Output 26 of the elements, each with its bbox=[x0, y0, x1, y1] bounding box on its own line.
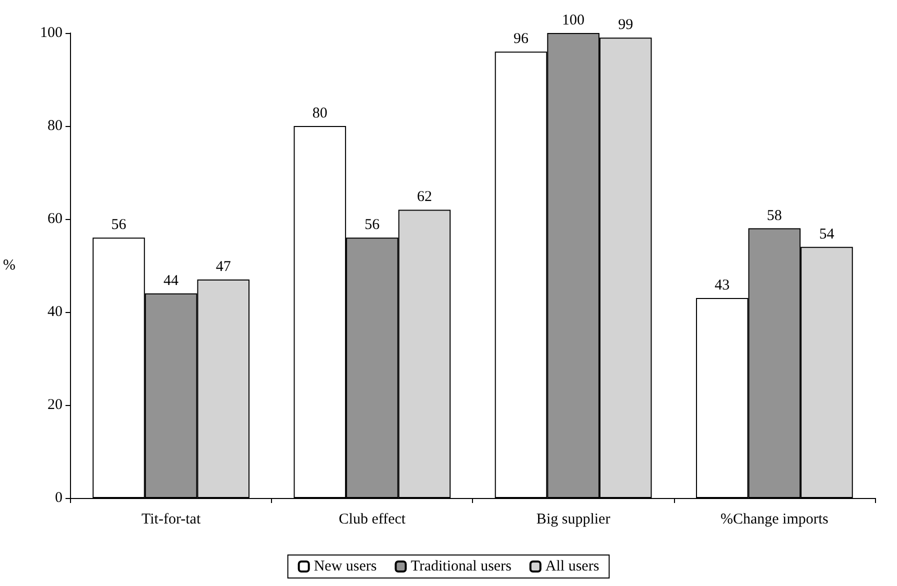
data-label: 80 bbox=[312, 106, 328, 122]
y-tick-label: 0 bbox=[54, 490, 62, 506]
data-label: 43 bbox=[714, 278, 730, 294]
y-tick-label: 40 bbox=[47, 304, 62, 320]
x-tick-label: Tit-for-tat bbox=[141, 512, 202, 528]
x-tick-label: Big supplier bbox=[536, 512, 610, 528]
legend-label: Traditional users bbox=[410, 558, 512, 574]
y-tick-label: 20 bbox=[47, 397, 62, 413]
data-label: 47 bbox=[216, 258, 232, 275]
data-label: 44 bbox=[164, 272, 180, 289]
data-label: 58 bbox=[766, 208, 782, 224]
y-tick-label: 80 bbox=[47, 118, 62, 134]
x-tick-label: Club effect bbox=[338, 512, 406, 528]
data-label: 62 bbox=[416, 189, 432, 206]
y-tick-label: 60 bbox=[47, 211, 62, 227]
data-label: 99 bbox=[618, 17, 634, 34]
data-label: 56 bbox=[111, 217, 127, 234]
y-axis-title: % bbox=[2, 258, 16, 274]
x-tick-label: %Change imports bbox=[720, 512, 829, 528]
data-label: 100 bbox=[562, 12, 585, 28]
legend-label: New users bbox=[314, 558, 377, 574]
y-tick-label: 100 bbox=[40, 25, 62, 41]
data-label: 54 bbox=[819, 226, 835, 242]
data-label: 96 bbox=[514, 31, 530, 48]
data-label: 56 bbox=[364, 217, 380, 234]
legend-label: All users bbox=[545, 558, 600, 574]
